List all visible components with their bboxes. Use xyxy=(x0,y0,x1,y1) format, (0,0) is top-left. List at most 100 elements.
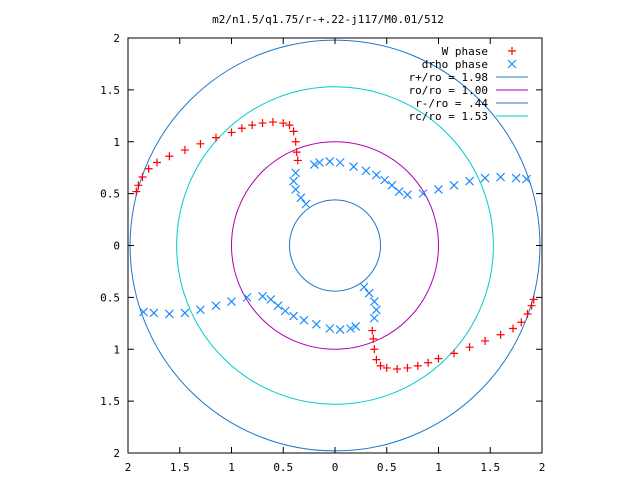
drho-phase-point-40 xyxy=(258,291,267,301)
x-tick-label: 2 xyxy=(125,461,132,474)
reference-circle-2 xyxy=(231,141,439,350)
drho-phase-point-13 xyxy=(380,175,390,185)
x-tick-label: 1.5 xyxy=(170,461,190,474)
drho-phase-point-9 xyxy=(335,158,345,167)
drho-phase-point-11 xyxy=(361,166,371,176)
reference-circle-3 xyxy=(288,199,382,292)
w-phase-point-21 xyxy=(529,295,538,304)
drho-phase-point-33 xyxy=(325,324,335,333)
w-phase-point-31 xyxy=(424,358,433,367)
w-phase-point-18 xyxy=(291,137,300,146)
drho-phase-point-19 xyxy=(449,180,459,190)
chart-title: m2/n1.5/q1.75/r-+.22-j117/M0.01/512 xyxy=(212,13,444,26)
reference-circle-4 xyxy=(176,86,494,405)
y-tick-label: 1.5 xyxy=(100,84,120,97)
w-phase-point-1 xyxy=(132,187,141,196)
w-phase-point-13 xyxy=(258,119,267,128)
y-tick-label: 2 xyxy=(113,32,120,45)
w-phase-point-16 xyxy=(285,121,294,130)
w-phase-point-7 xyxy=(180,146,189,155)
y-tick-label: 1.5 xyxy=(100,395,120,408)
drho-phase-point-20 xyxy=(465,176,474,186)
drho-phase-point-16 xyxy=(403,190,412,200)
drho-phase-point-15 xyxy=(394,187,404,196)
drho-phase-point-2 xyxy=(289,176,299,186)
y-tick-label: 0.5 xyxy=(100,188,120,201)
w-phase-point-24 xyxy=(517,318,526,327)
w-phase-point-14 xyxy=(268,118,277,127)
drho-phase-point-47 xyxy=(149,308,159,318)
w-phase-point-15 xyxy=(279,119,288,128)
w-phase-point-30 xyxy=(434,354,443,363)
w-phase-point-36 xyxy=(376,361,385,370)
legend-label-4: ro/ro = 1.00 xyxy=(409,84,488,97)
drho-phase-point-8 xyxy=(325,157,335,166)
drho-phase-point-29 xyxy=(359,282,369,292)
y-tick-label: 0.5 xyxy=(100,291,120,304)
y-tick-label: 0 xyxy=(113,240,120,253)
drho-phase-point-35 xyxy=(299,315,309,325)
drho-phase-point-22 xyxy=(496,172,506,182)
legend-marker-1 xyxy=(508,47,516,55)
drho-phase-point-32 xyxy=(335,325,345,334)
w-phase-point-9 xyxy=(211,133,220,142)
w-phase-point-28 xyxy=(465,343,474,352)
drho-phase-point-46 xyxy=(164,309,174,319)
legend-label-6: rc/ro = 1.53 xyxy=(409,110,488,123)
drho-phase-point-28 xyxy=(364,288,374,298)
y-tick-label: 2 xyxy=(113,447,120,460)
w-phase-point-8 xyxy=(196,139,205,148)
w-phase-point-2 xyxy=(134,181,143,190)
drho-phase-point-27 xyxy=(369,297,379,306)
drho-phase-point-34 xyxy=(311,319,321,329)
w-phase-point-4 xyxy=(144,164,153,173)
w-phase-point-39 xyxy=(369,334,378,343)
drho-phase-point-48 xyxy=(139,307,148,317)
drho-phase-point-21 xyxy=(480,173,490,183)
w-phase-point-5 xyxy=(152,158,161,167)
drho-phase-point-1 xyxy=(291,168,301,178)
drho-phase-point-45 xyxy=(180,308,190,318)
drho-phase-point-39 xyxy=(266,295,276,304)
drho-phase-point-36 xyxy=(289,311,299,321)
drho-phase-point-26 xyxy=(371,305,381,315)
drho-phase-point-3 xyxy=(291,185,301,194)
w-phase-point-20 xyxy=(293,156,302,165)
drho-phase-point-4 xyxy=(296,193,306,203)
drho-phase-point-25 xyxy=(369,313,379,323)
w-phase-point-10 xyxy=(227,128,236,137)
x-tick-label: 2 xyxy=(539,461,546,474)
w-phase-point-17 xyxy=(289,127,298,136)
drho-phase-point-5 xyxy=(301,199,311,209)
drho-phase-point-43 xyxy=(211,301,221,311)
w-phase-point-19 xyxy=(292,148,301,157)
legend-marker-2 xyxy=(507,59,517,69)
w-phase-point-12 xyxy=(248,121,257,130)
w-phase-point-11 xyxy=(237,124,246,133)
w-phase-point-38 xyxy=(370,345,379,354)
drho-phase-point-18 xyxy=(434,185,443,194)
drho-phase-point-6 xyxy=(309,160,319,169)
w-phase-point-25 xyxy=(509,324,518,333)
drho-phase-point-30 xyxy=(351,322,361,331)
drho-phase-point-44 xyxy=(196,305,205,315)
w-phase-point-3 xyxy=(138,173,147,182)
drho-phase-point-17 xyxy=(418,189,428,199)
w-phase-point-32 xyxy=(413,361,422,370)
drho-phase-point-10 xyxy=(349,162,359,172)
legend-label-1: W phase xyxy=(442,45,488,58)
legend-label-5: r-/ro = .44 xyxy=(415,97,488,110)
drho-phase-point-38 xyxy=(273,301,283,311)
w-phase-point-6 xyxy=(165,152,174,161)
drho-phase-point-12 xyxy=(371,170,381,180)
w-phase-point-22 xyxy=(527,301,536,310)
drho-phase-point-31 xyxy=(346,324,355,333)
w-phase-point-40 xyxy=(368,326,377,335)
drho-phase-point-23 xyxy=(511,173,521,183)
y-tick-label: 1 xyxy=(113,343,120,356)
w-phase-point-23 xyxy=(523,309,532,318)
drho-phase-point-14 xyxy=(387,180,397,190)
